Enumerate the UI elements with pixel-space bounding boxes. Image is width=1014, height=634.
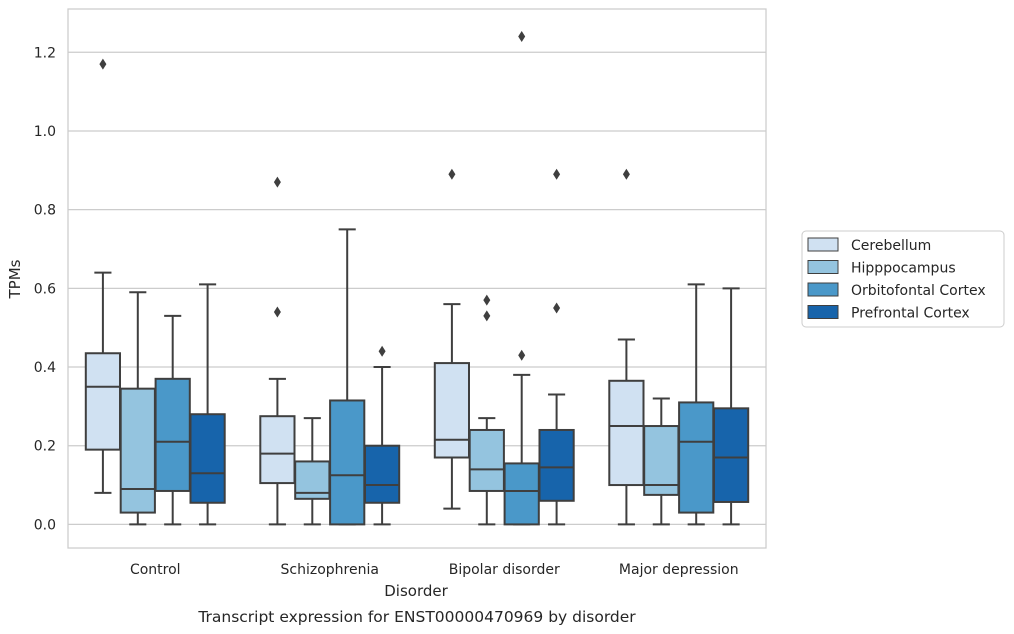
- box-0-3: [608, 168, 645, 526]
- x-tick-label: Major depression: [619, 562, 739, 578]
- legend-frame: [801, 230, 1005, 328]
- box-body: [433, 362, 471, 459]
- y-axis-label: TPMs: [6, 259, 24, 299]
- y-tick-label: 0.0: [34, 517, 56, 533]
- outlier-point: [483, 310, 491, 322]
- outlier-point: [553, 168, 561, 180]
- box-body: [329, 399, 366, 526]
- outlier-point: [273, 306, 281, 318]
- box-2-3: [678, 283, 715, 526]
- outlier-point: [622, 168, 630, 180]
- box-body: [154, 377, 191, 492]
- legend: Cerebellum Hipppocampus Orbitofontal Corte…: [801, 230, 1005, 328]
- outlier-point: [553, 302, 561, 314]
- y-tick-label: 0.4: [34, 360, 56, 376]
- box-1-1: [294, 417, 331, 526]
- box-body: [712, 407, 750, 503]
- chart-caption: Transcript expression for ENST0000047096…: [197, 608, 636, 626]
- x-axis-ticks: Control Schizophrenia Bipolar disorder Majo…: [130, 562, 739, 578]
- plot-frame: [67, 8, 767, 549]
- box-body: [643, 425, 680, 496]
- x-tick-label: Schizophrenia: [281, 562, 379, 578]
- box-body: [259, 415, 296, 485]
- box-body: [503, 462, 540, 526]
- box-0-0: [84, 58, 122, 494]
- outlier-point: [273, 176, 281, 188]
- legend-swatch: [807, 260, 839, 274]
- box-1-2: [468, 294, 505, 526]
- box-3-2: [538, 168, 575, 526]
- x-tick-label: Control: [130, 562, 181, 578]
- legend-label: Orbitofontal Cortex: [851, 283, 986, 299]
- y-axis-ticks: 0.0 0.2 0.4 0.6 0.8 1.0 1.2: [34, 45, 56, 533]
- box-body: [363, 444, 401, 504]
- legend-swatch: [807, 237, 839, 252]
- box-body: [468, 428, 505, 492]
- legend-label: Prefrontal Cortex: [851, 306, 970, 322]
- box-body: [119, 387, 156, 514]
- outlier-point: [448, 168, 456, 180]
- y-tick-label: 0.8: [34, 203, 56, 219]
- box-body: [84, 352, 122, 451]
- outlier-point: [483, 294, 491, 306]
- x-tick-label: Bipolar disorder: [449, 562, 560, 578]
- box-1-0: [119, 291, 156, 526]
- plot-marks: [84, 31, 750, 526]
- legend-label: Cerebellum: [851, 238, 931, 254]
- y-tick-label: 0.2: [34, 439, 56, 455]
- box-2-1: [329, 228, 366, 526]
- y-tick-label: 1.2: [34, 45, 56, 61]
- box-body: [678, 401, 715, 514]
- legend-swatch: [807, 305, 839, 319]
- box-0-2: [433, 168, 471, 510]
- y-tick-label: 1.0: [34, 124, 56, 140]
- box-2-2: [503, 31, 540, 526]
- legend-label: Hipppocampus: [851, 261, 956, 277]
- x-axis-label: Disorder: [384, 582, 448, 600]
- legend-swatch: [807, 282, 839, 297]
- box-3-1: [363, 345, 401, 526]
- y-tick-label: 0.6: [34, 281, 56, 297]
- box-0-1: [259, 176, 296, 526]
- box-body: [189, 413, 226, 504]
- outlier-point: [518, 349, 526, 361]
- box-body: [608, 379, 645, 487]
- box-body: [538, 428, 575, 502]
- box-1-3: [643, 397, 680, 526]
- box-3-3: [712, 287, 750, 526]
- outlier-point: [99, 58, 107, 70]
- outlier-point: [378, 345, 386, 357]
- outlier-point: [518, 31, 526, 43]
- box-3-0: [189, 283, 226, 526]
- box-2-0: [154, 314, 191, 526]
